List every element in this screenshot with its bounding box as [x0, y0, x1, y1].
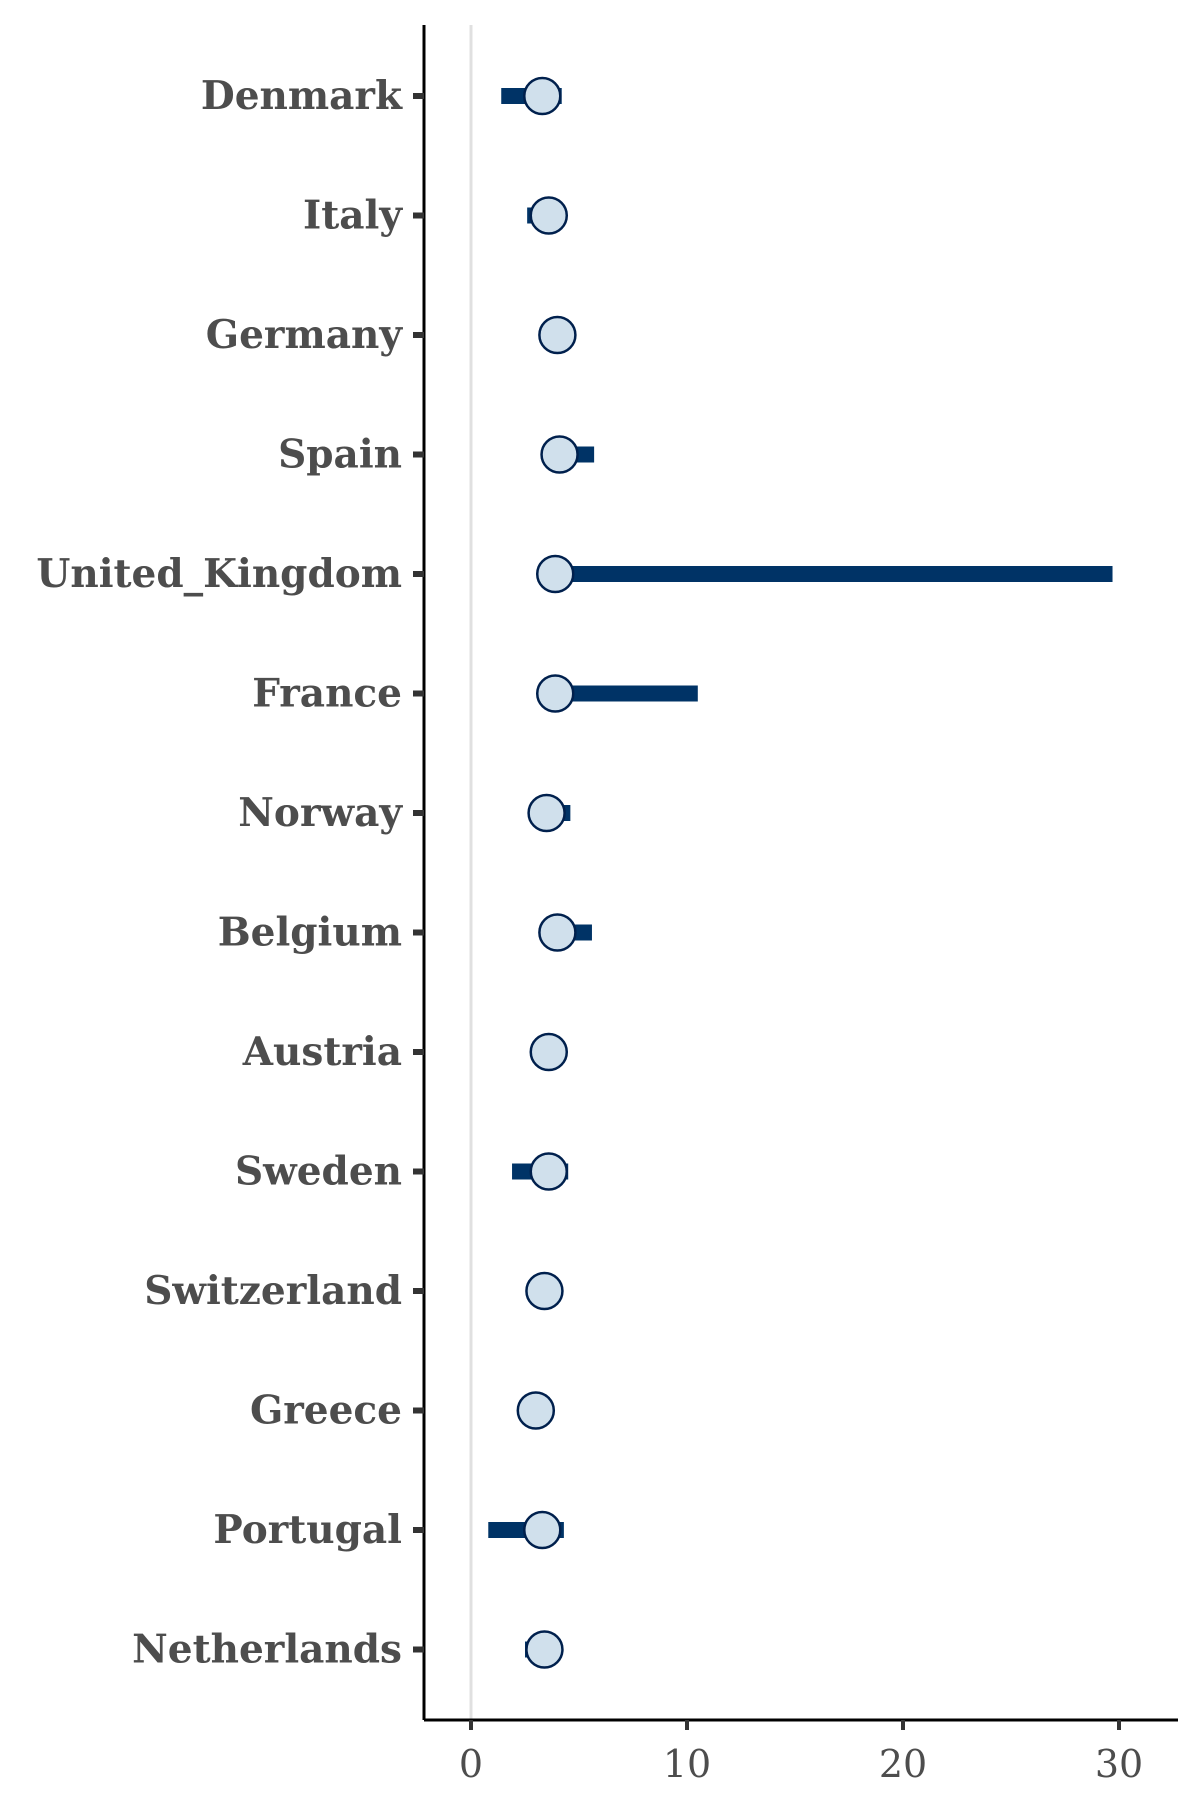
category-label-France: France	[252, 671, 402, 717]
point-Sweden	[529, 1152, 569, 1191]
point-Norway	[527, 793, 566, 833]
point-Netherlands	[525, 1630, 564, 1669]
x-tick-label-10: 10	[663, 1742, 711, 1786]
point-France	[535, 674, 575, 713]
point-Italy	[529, 196, 569, 235]
point-Denmark	[523, 76, 562, 116]
category-label-Denmark: Denmark	[201, 73, 403, 119]
category-label-Italy: Italy	[303, 193, 403, 239]
category-label-Portugal: Portugal	[213, 1507, 402, 1553]
category-label-Sweden: Sweden	[235, 1149, 402, 1195]
category-label-Netherlands: Netherlands	[132, 1627, 402, 1673]
point-Switzerland	[525, 1271, 564, 1311]
category-label-Norway: Norway	[238, 790, 403, 836]
x-tick-label-20: 20	[879, 1742, 927, 1786]
point-Germany	[538, 315, 577, 355]
category-label-Austria: Austria	[242, 1029, 402, 1075]
category-label-United_Kingdom: United_Kingdom	[36, 551, 402, 597]
point-Portugal	[523, 1510, 562, 1550]
category-label-Greece: Greece	[250, 1388, 402, 1434]
point-Belgium	[538, 913, 577, 952]
x-tick-label-0: 0	[459, 1742, 483, 1786]
point-Greece	[516, 1391, 556, 1430]
category-label-Germany: Germany	[206, 312, 404, 358]
category-label-Belgium: Belgium	[218, 910, 402, 956]
point-Spain	[540, 435, 579, 474]
x-tick-label-30: 30	[1095, 1742, 1143, 1786]
point-Austria	[529, 1032, 569, 1072]
point-United_Kingdom	[535, 554, 575, 594]
category-label-Spain: Spain	[278, 432, 402, 478]
category-label-Switzerland: Switzerland	[144, 1268, 402, 1314]
